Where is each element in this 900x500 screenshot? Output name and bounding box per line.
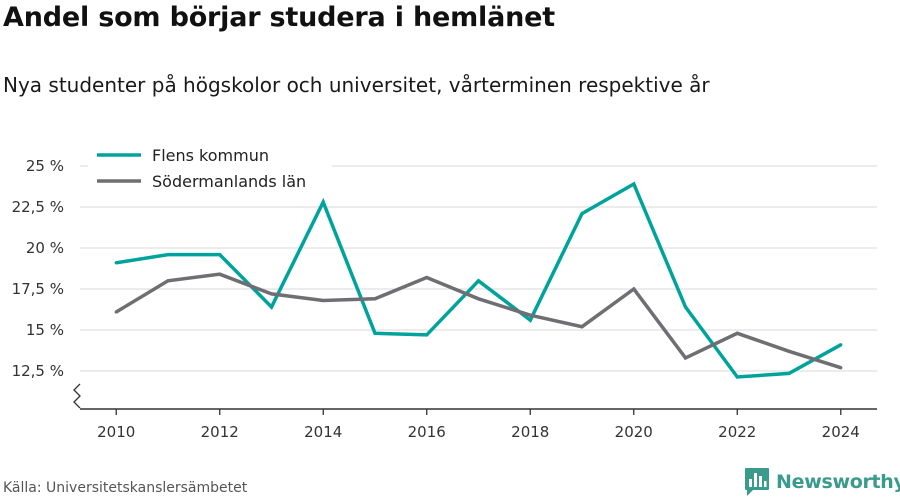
data-point bbox=[683, 305, 688, 309]
data-point bbox=[528, 318, 532, 322]
x-tick-label: 2018 bbox=[511, 423, 549, 441]
data-point bbox=[166, 252, 170, 257]
data-point bbox=[632, 287, 636, 291]
x-tick-label: 2016 bbox=[408, 423, 446, 441]
data-point bbox=[787, 349, 791, 353]
data-point bbox=[425, 275, 429, 280]
data-point bbox=[321, 200, 325, 204]
data-point bbox=[632, 182, 636, 186]
brand-name: Newsworthy bbox=[776, 471, 900, 493]
data-point bbox=[787, 371, 791, 375]
line-chart: 12,5 % 15 % 17,5 % 20 % 22,5 % 25 % 2010 2012 20… bbox=[11, 140, 877, 441]
data-point bbox=[373, 331, 377, 335]
newsworthy-logo-icon bbox=[745, 468, 769, 496]
data-point bbox=[528, 313, 532, 317]
data-point bbox=[218, 252, 222, 257]
chart-subtitle: Nya studenter på högskolor och universit… bbox=[3, 73, 710, 97]
data-point bbox=[269, 292, 274, 296]
data-point bbox=[218, 272, 222, 276]
data-point bbox=[735, 331, 739, 335]
data-point bbox=[476, 279, 481, 283]
data-point bbox=[425, 333, 429, 337]
y-tick-label: 15 % bbox=[26, 321, 64, 339]
source-note: Källa: Universitetskanslersämbetet bbox=[3, 480, 248, 496]
data-point bbox=[114, 261, 118, 265]
x-tick-label: 2014 bbox=[304, 423, 342, 441]
series-line-2 bbox=[115, 272, 842, 370]
data-point bbox=[839, 366, 843, 370]
y-tick-label: 22,5 % bbox=[12, 198, 64, 216]
data-point bbox=[114, 310, 118, 314]
x-tick-label: 2020 bbox=[615, 423, 653, 441]
data-point bbox=[476, 297, 481, 301]
data-point bbox=[735, 375, 739, 379]
x-tick-label: 2010 bbox=[97, 423, 135, 441]
y-tick-label: 25 % bbox=[26, 157, 64, 175]
y-tick-label: 20 % bbox=[26, 239, 64, 257]
legend-label-1: Flens kommun bbox=[152, 146, 269, 165]
data-point bbox=[166, 279, 170, 283]
x-tick-label: 2022 bbox=[718, 423, 756, 441]
data-point bbox=[839, 343, 843, 347]
data-point bbox=[269, 305, 274, 309]
y-tick-label: 17,5 % bbox=[12, 280, 64, 298]
axis-break-mark bbox=[73, 383, 81, 409]
legend-box bbox=[88, 140, 332, 196]
chart-title: Andel som börjar studera i hemlänet bbox=[3, 2, 555, 33]
data-point bbox=[580, 211, 584, 216]
y-tick-label: 12,5 % bbox=[12, 362, 64, 380]
x-tick-label: 2024 bbox=[822, 423, 860, 441]
x-tick-label: 2012 bbox=[201, 423, 239, 441]
brand-logo[interactable]: Newsworthy bbox=[744, 466, 900, 498]
data-point bbox=[373, 297, 377, 301]
legend-label-2: Södermanlands län bbox=[152, 172, 306, 191]
data-point bbox=[580, 325, 584, 329]
data-point bbox=[321, 298, 325, 303]
data-point bbox=[683, 356, 688, 360]
